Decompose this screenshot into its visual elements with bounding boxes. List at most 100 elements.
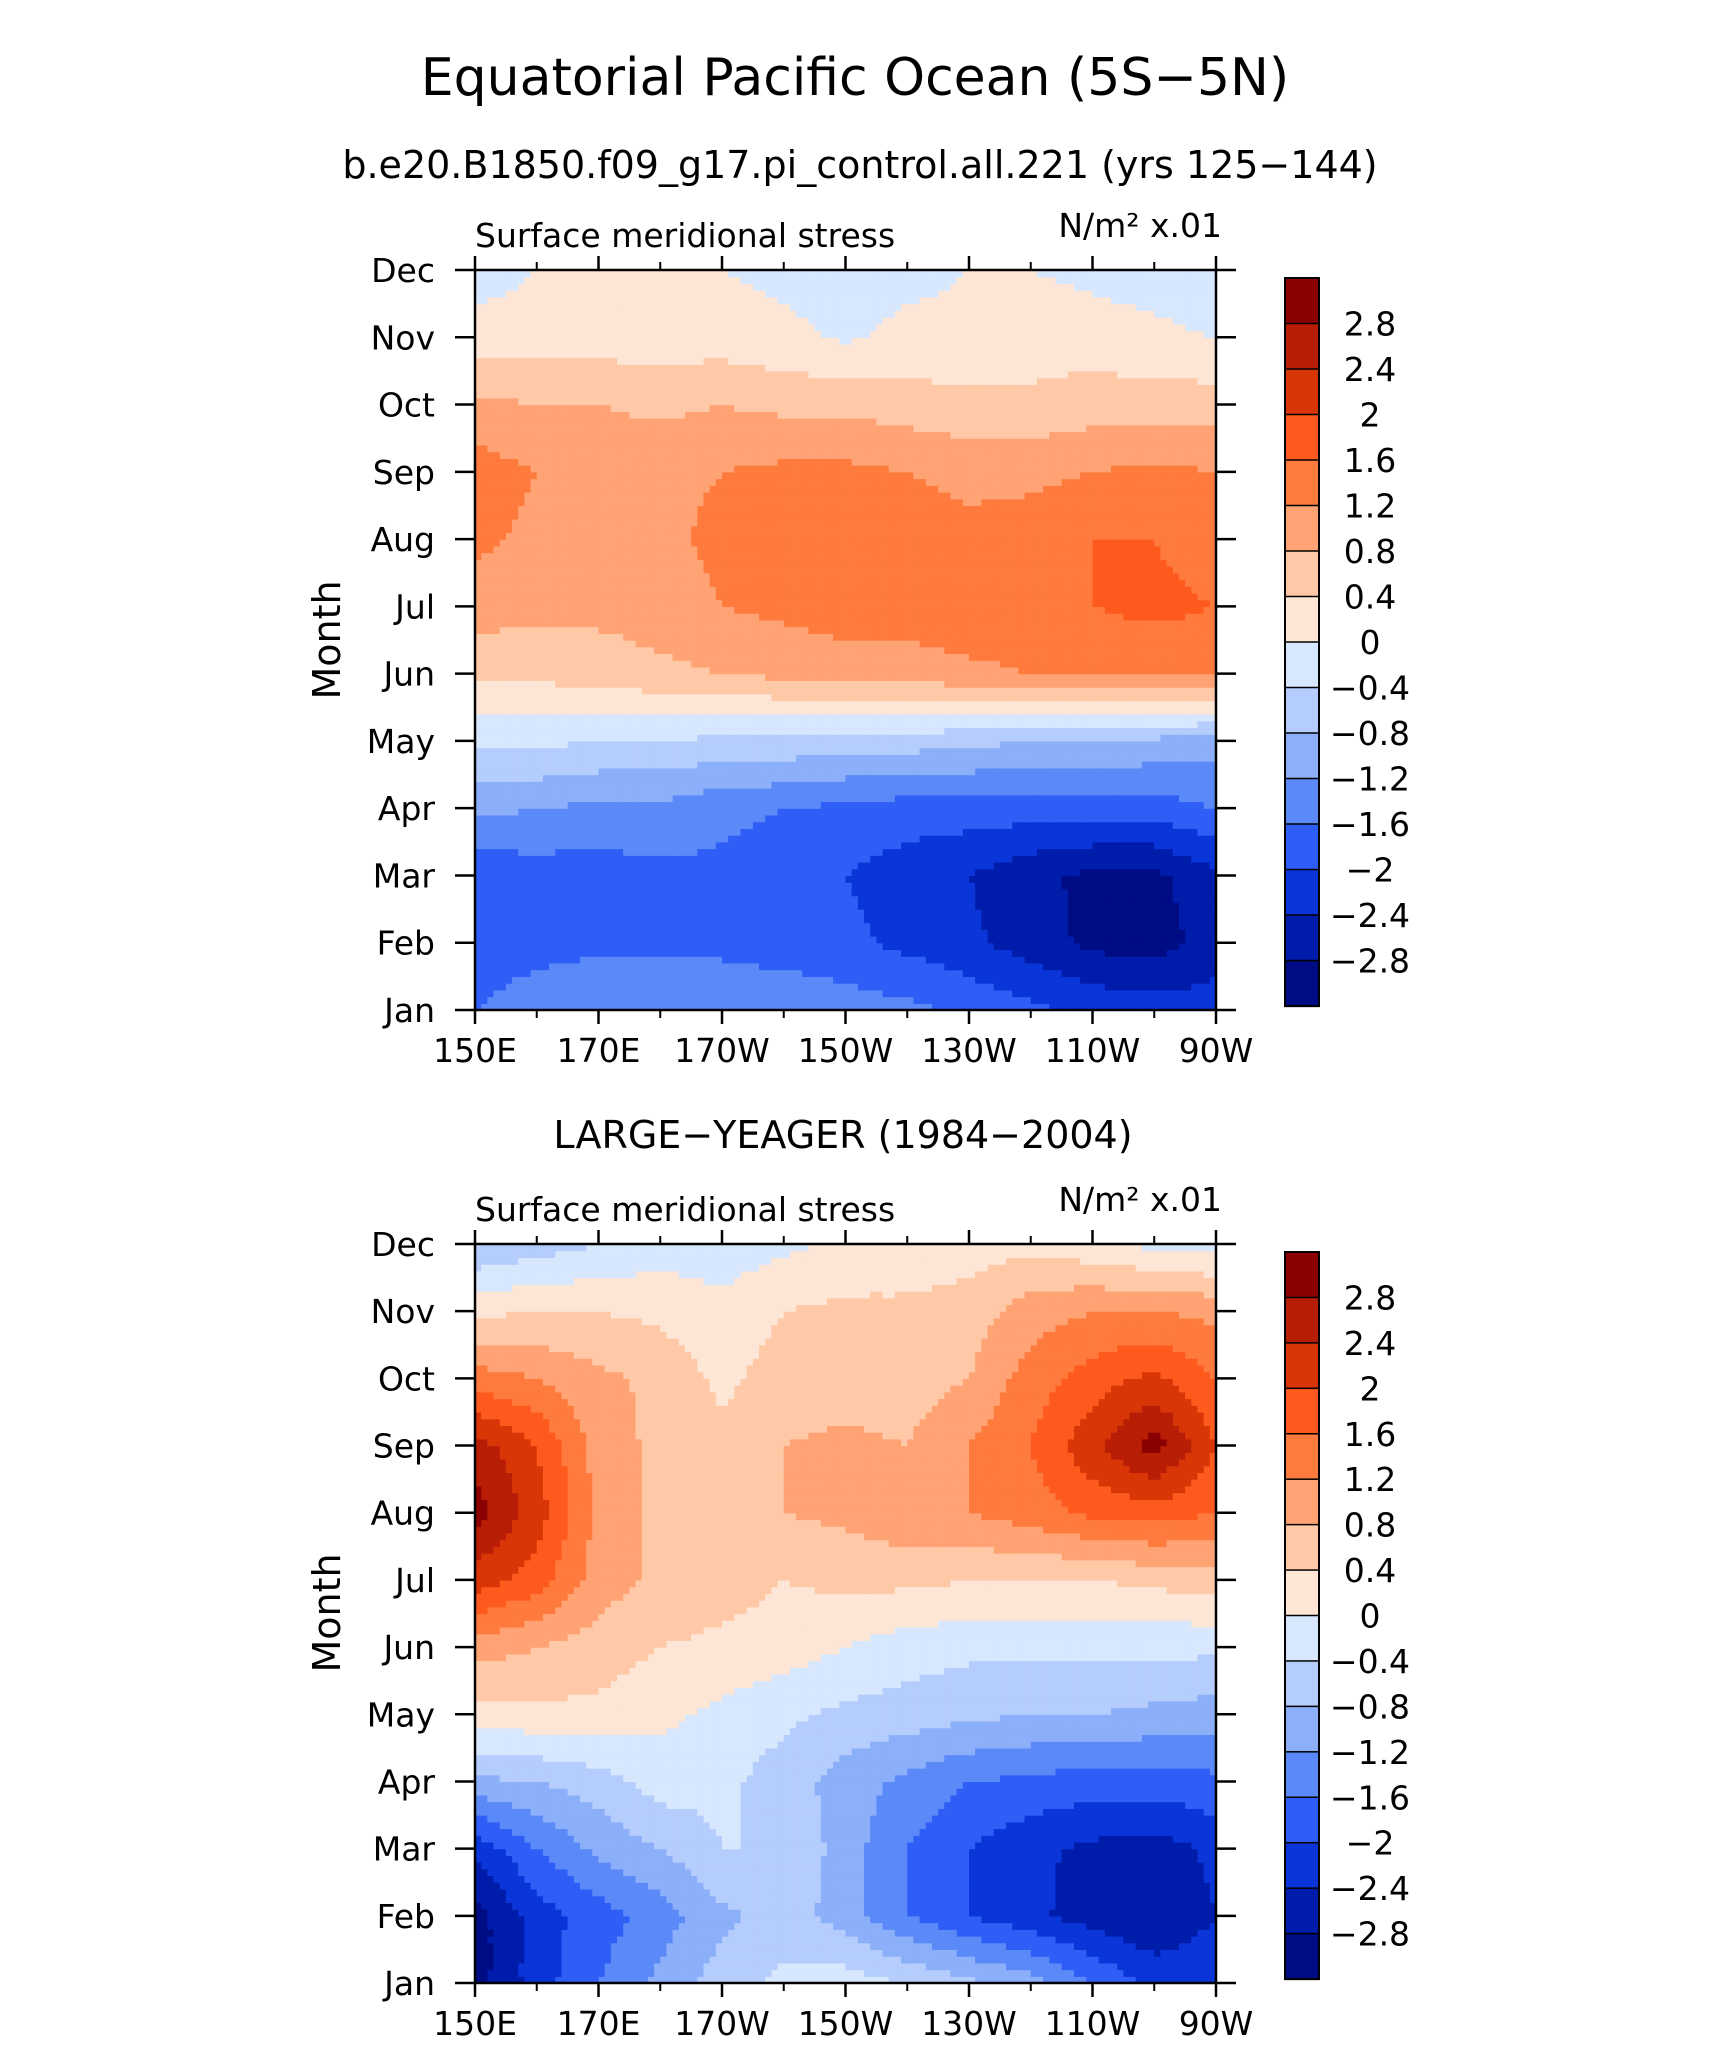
contour-cell: [987, 969, 995, 977]
contour-cell: [956, 848, 964, 856]
contour-cell: [641, 747, 649, 755]
contour-cell: [814, 740, 822, 749]
contour-cell: [524, 774, 532, 782]
contour-cell: [820, 754, 828, 762]
contour-cell: [814, 855, 822, 863]
contour-cell: [987, 895, 995, 903]
contour-cell: [901, 936, 908, 944]
contour-cell: [1191, 808, 1199, 816]
contour-cell: [518, 909, 525, 917]
contour-cell: [771, 936, 779, 944]
contour-cell: [499, 761, 507, 769]
contour-cell: [999, 754, 1007, 762]
contour-cell: [635, 956, 643, 964]
contour-cell: [715, 767, 723, 776]
contour-cell: [938, 794, 945, 803]
contour-cell: [1030, 902, 1038, 910]
contour-cell: [919, 761, 927, 769]
contour-cell: [561, 814, 569, 823]
contour-cell: [1172, 821, 1180, 829]
contour-cell: [894, 821, 902, 829]
contour-cell: [623, 761, 630, 769]
contour-cell: [1123, 794, 1131, 803]
contour-cell: [1148, 895, 1155, 903]
contour-cell: [882, 888, 890, 897]
contour-cell: [703, 996, 711, 1004]
contour-cell: [1135, 841, 1143, 850]
contour-cell: [549, 868, 556, 877]
contour-cell: [796, 936, 803, 944]
contour-cell: [1148, 882, 1155, 890]
contour-cell: [845, 794, 853, 803]
contour-cell: [1055, 875, 1063, 883]
contour-cell: [499, 828, 507, 836]
contour-cell: [567, 855, 575, 863]
contour-cell: [617, 754, 624, 762]
contour-cell: [1197, 855, 1205, 863]
contour-cell: [1098, 976, 1106, 984]
contour-cell: [1111, 767, 1118, 776]
contour-cell: [610, 848, 618, 856]
contour-cell: [802, 976, 810, 984]
contour-cell: [1191, 929, 1199, 937]
contour-cell: [864, 1003, 871, 1010]
contour-cell: [530, 909, 538, 917]
contour-cell: [1036, 888, 1044, 897]
contour-cell: [512, 956, 519, 964]
contour-cell: [1141, 875, 1149, 883]
contour-cell: [1036, 841, 1044, 850]
contour-cell: [1080, 781, 1087, 789]
contour-cell: [993, 969, 1001, 977]
contour-cell: [987, 794, 995, 803]
contour-cell: [536, 936, 544, 944]
contour-cell: [1141, 808, 1149, 816]
contour-cell: [1043, 976, 1050, 984]
contour-cell: [579, 942, 587, 951]
contour-cell: [999, 848, 1007, 856]
contour-cell: [1098, 936, 1106, 944]
contour-cell: [796, 734, 803, 742]
contour-cell: [524, 754, 532, 762]
contour-cell: [493, 828, 501, 836]
contour-cell: [1086, 962, 1094, 971]
contour-cell: [475, 821, 482, 829]
contour-cell: [493, 969, 501, 977]
contour-cell: [660, 855, 668, 863]
contour-cell: [573, 808, 581, 816]
contour-cell: [684, 727, 692, 735]
contour-cell: [505, 761, 513, 769]
contour-cell: [1073, 814, 1081, 823]
contour-cell: [987, 962, 995, 971]
contour-cell: [493, 821, 501, 829]
contour-cell: [1197, 788, 1205, 796]
contour-cell: [808, 888, 816, 897]
contour-cell: [629, 808, 637, 816]
contour-cell: [857, 983, 865, 991]
contour-cell: [518, 814, 525, 823]
contour-cell: [481, 808, 488, 816]
contour-cell: [956, 734, 964, 742]
contour-cell: [919, 754, 927, 762]
contour-cell: [1160, 774, 1168, 782]
contour-cell: [1012, 848, 1019, 856]
contour-cell: [592, 909, 600, 917]
contour-cell: [1191, 949, 1199, 957]
contour-cell: [573, 794, 581, 803]
contour-cell: [1080, 942, 1087, 951]
contour-cell: [765, 828, 772, 836]
contour-cell: [857, 929, 865, 937]
contour-cell: [1203, 855, 1211, 863]
contour-cell: [654, 814, 661, 823]
contour-cell: [567, 929, 575, 937]
contour-cell: [938, 828, 945, 836]
contour-cell: [1129, 848, 1137, 856]
contour-cell: [505, 1003, 513, 1010]
contour-cell: [579, 734, 587, 742]
contour-cell: [765, 835, 772, 843]
contour-cell: [654, 761, 661, 769]
contour-cell: [1055, 956, 1063, 964]
contour-cell: [1123, 862, 1131, 870]
contour-cell: [1055, 942, 1063, 951]
contour-cell: [746, 875, 754, 883]
contour-cell: [1061, 936, 1069, 944]
